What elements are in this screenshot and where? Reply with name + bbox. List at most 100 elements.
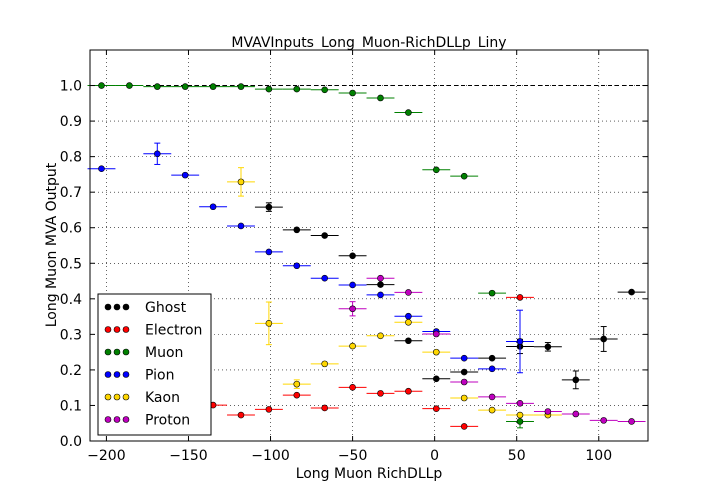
data-point [209, 83, 217, 90]
data-point [153, 150, 161, 158]
data-point [488, 289, 496, 297]
data-point [460, 172, 468, 180]
data-point [405, 387, 412, 395]
axis-ticks: −200 −150 −100 −50 0 50 100 0.0 0.1 0.2 0.3 0.4 0.5 0… [60, 50, 648, 464]
data-point [181, 83, 189, 90]
legend-item-proton: Proton [104, 413, 190, 429]
data-point [460, 378, 468, 386]
data-point [321, 360, 328, 368]
legend-marker [104, 393, 112, 401]
legend-marker [104, 326, 112, 333]
data-point [377, 332, 384, 340]
y-tick-label: 0.3 [60, 327, 82, 343]
data-point [265, 406, 273, 413]
data-point [321, 274, 328, 282]
data-point [265, 320, 273, 327]
series-ghost [254, 202, 646, 390]
data-point [432, 405, 440, 412]
data-point [377, 291, 384, 299]
data-point [572, 410, 580, 418]
legend-marker [122, 348, 130, 356]
data-point [516, 294, 524, 301]
data-point [237, 222, 245, 230]
legend-label: Muon [145, 345, 183, 361]
y-tick-label: 0.2 [60, 363, 82, 379]
data-point [153, 83, 161, 90]
legend-item-ghost: Ghost [104, 300, 187, 316]
data-point [600, 417, 607, 424]
legend-marker [122, 393, 130, 401]
data-point [321, 232, 328, 239]
legend-marker [104, 371, 112, 378]
data-point [293, 391, 301, 399]
legend-label: Kaon [145, 390, 180, 406]
x-tick-label: 100 [585, 448, 612, 464]
legend-marker [113, 371, 121, 378]
data-point [349, 281, 356, 289]
data-point [516, 400, 524, 407]
data-point [98, 82, 105, 89]
legend-marker [122, 371, 130, 378]
data-point [432, 348, 440, 356]
data-point [460, 394, 468, 402]
data-point [377, 94, 384, 102]
x-axis-label: Long Muon RichDLLp [296, 466, 443, 482]
legend-item-electron: Electron [104, 323, 202, 339]
data-point [237, 411, 245, 419]
data-point [377, 390, 384, 397]
x-tick-label: −50 [338, 448, 368, 464]
y-tick-label: 0.1 [60, 398, 82, 414]
series-pion [87, 142, 534, 374]
x-tick-label: −100 [251, 448, 289, 464]
data-point [488, 406, 496, 414]
x-tick-label: 50 [508, 448, 526, 464]
data-point [293, 262, 301, 270]
data-point [377, 274, 384, 282]
data-point [349, 384, 356, 391]
data-point [98, 165, 105, 173]
data-point [265, 203, 273, 211]
data-point [432, 166, 440, 174]
data-point [321, 86, 328, 94]
legend-label: Pion [145, 368, 174, 384]
y-tick-label: 0.0 [60, 434, 82, 450]
data-point [460, 354, 468, 362]
y-tick-label: 0.9 [60, 114, 82, 130]
data-point [628, 418, 635, 425]
plot-frame [89, 49, 649, 442]
data-point [321, 404, 328, 412]
data-point [405, 109, 412, 116]
data-point [572, 376, 580, 384]
y-axis-label: Long Muon MVA Output [44, 162, 60, 327]
legend-item-muon: Muon [104, 345, 183, 361]
series-proton [338, 274, 646, 425]
data-point [349, 305, 356, 313]
data-point [209, 203, 217, 211]
x-tick-label: 0 [430, 448, 439, 464]
legend-label: Electron [145, 323, 202, 339]
data-point [488, 365, 496, 373]
data-point [405, 289, 412, 296]
legend-marker [122, 416, 130, 423]
series-kaon [227, 167, 562, 419]
data-point [405, 337, 412, 345]
legend-label: Ghost [145, 300, 187, 316]
data-point [265, 248, 273, 256]
data-point [126, 82, 133, 89]
legend-label: Proton [145, 413, 190, 429]
legend-marker [113, 416, 121, 423]
x-tick-label: −150 [169, 448, 207, 464]
legend-marker [104, 348, 112, 356]
data-point [460, 423, 468, 430]
data-point [405, 312, 412, 320]
data-point [544, 408, 552, 415]
data-point [349, 89, 356, 97]
data-point [432, 330, 440, 338]
legend-marker [104, 416, 112, 423]
chart-title: MVAVInputs_Long_Muon-RichDLLp_Liny [231, 35, 506, 51]
data-point [377, 281, 384, 288]
legend-marker [122, 326, 130, 333]
legend-marker [113, 348, 121, 356]
data-point [516, 338, 524, 345]
legend: Ghost Electron Muon Pion Kaon Proton [97, 293, 212, 436]
